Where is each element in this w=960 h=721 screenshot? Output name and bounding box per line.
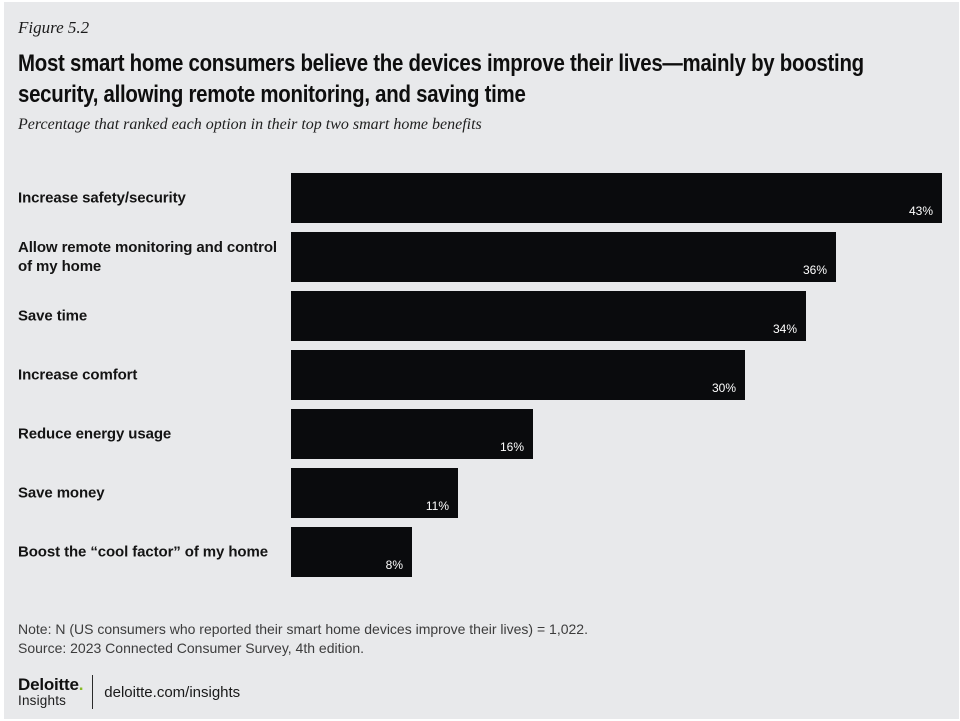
value-bar: 36% bbox=[291, 232, 836, 282]
deloitte-wordmark: Deloitte. bbox=[18, 674, 84, 694]
value-bar: 16% bbox=[291, 409, 533, 459]
value-bar: 30% bbox=[291, 350, 745, 400]
footer-url: deloitte.com/insights bbox=[104, 683, 241, 701]
bar-value-label: 34% bbox=[772, 322, 797, 336]
insights-wordmark: Insights bbox=[18, 692, 67, 708]
bar-chart: Increase safety/security 43% Allow remote … bbox=[4, 173, 959, 586]
deloitte-green-dot: . bbox=[78, 674, 84, 694]
note-text: Note: N (US consumers who reported their… bbox=[18, 621, 588, 637]
chart-row: Increase safety/security 43% bbox=[4, 173, 959, 223]
bar-value-label: 30% bbox=[711, 381, 736, 395]
footer-branding: Deloitte. Insights deloitte.com/insights bbox=[18, 675, 240, 709]
value-bar: 34% bbox=[291, 291, 806, 341]
figure-number: Figure 5.2 bbox=[18, 18, 90, 37]
source-text: Source: 2023 Connected Consumer Survey, … bbox=[18, 640, 365, 656]
chart-row: Reduce energy usage 16% bbox=[4, 409, 959, 459]
chart-row: Boost the “cool factor” of my home 8% bbox=[4, 527, 959, 577]
category-label: Increase safety/security bbox=[18, 189, 186, 207]
deloitte-brand-text: Deloitte bbox=[18, 674, 79, 694]
category-label: Save money bbox=[18, 484, 105, 502]
bar-value-label: 43% bbox=[908, 204, 933, 218]
value-bar: 11% bbox=[291, 468, 458, 518]
chart-row: Allow remote monitoring and control of m… bbox=[4, 232, 959, 282]
category-label: Increase comfort bbox=[18, 366, 138, 384]
category-label: Boost the “cool factor” of my home bbox=[18, 543, 268, 561]
deloitte-insights-logo: Deloitte. Insights bbox=[18, 674, 84, 708]
bar-value-label: 11% bbox=[425, 499, 449, 513]
bar-value-label: 16% bbox=[499, 440, 524, 454]
figure-title-text: Most smart home consumers believe the de… bbox=[18, 50, 864, 108]
bar-value-label: 36% bbox=[802, 263, 827, 277]
category-label: Reduce energy usage bbox=[18, 425, 172, 443]
logo-divider bbox=[92, 675, 94, 709]
chart-row: Save money 11% bbox=[4, 468, 959, 518]
chart-row: Save time 34% bbox=[4, 291, 959, 341]
category-label: Save time bbox=[18, 307, 88, 325]
figure-panel: Figure 5.2 Most smart home consumers bel… bbox=[4, 2, 959, 719]
figure-subtitle: Percentage that ranked each option in th… bbox=[18, 116, 482, 133]
figure-title: Most smart home consumers believe the de… bbox=[18, 48, 960, 110]
bar-value-label: 8% bbox=[385, 558, 403, 572]
chart-row: Increase comfort 30% bbox=[4, 350, 959, 400]
value-bar: 8% bbox=[291, 527, 412, 577]
category-label: Allow remote monitoring and control of m… bbox=[18, 239, 278, 275]
value-bar: 43% bbox=[291, 173, 942, 223]
footnotes: Note: N (US consumers who reported their… bbox=[18, 620, 588, 658]
